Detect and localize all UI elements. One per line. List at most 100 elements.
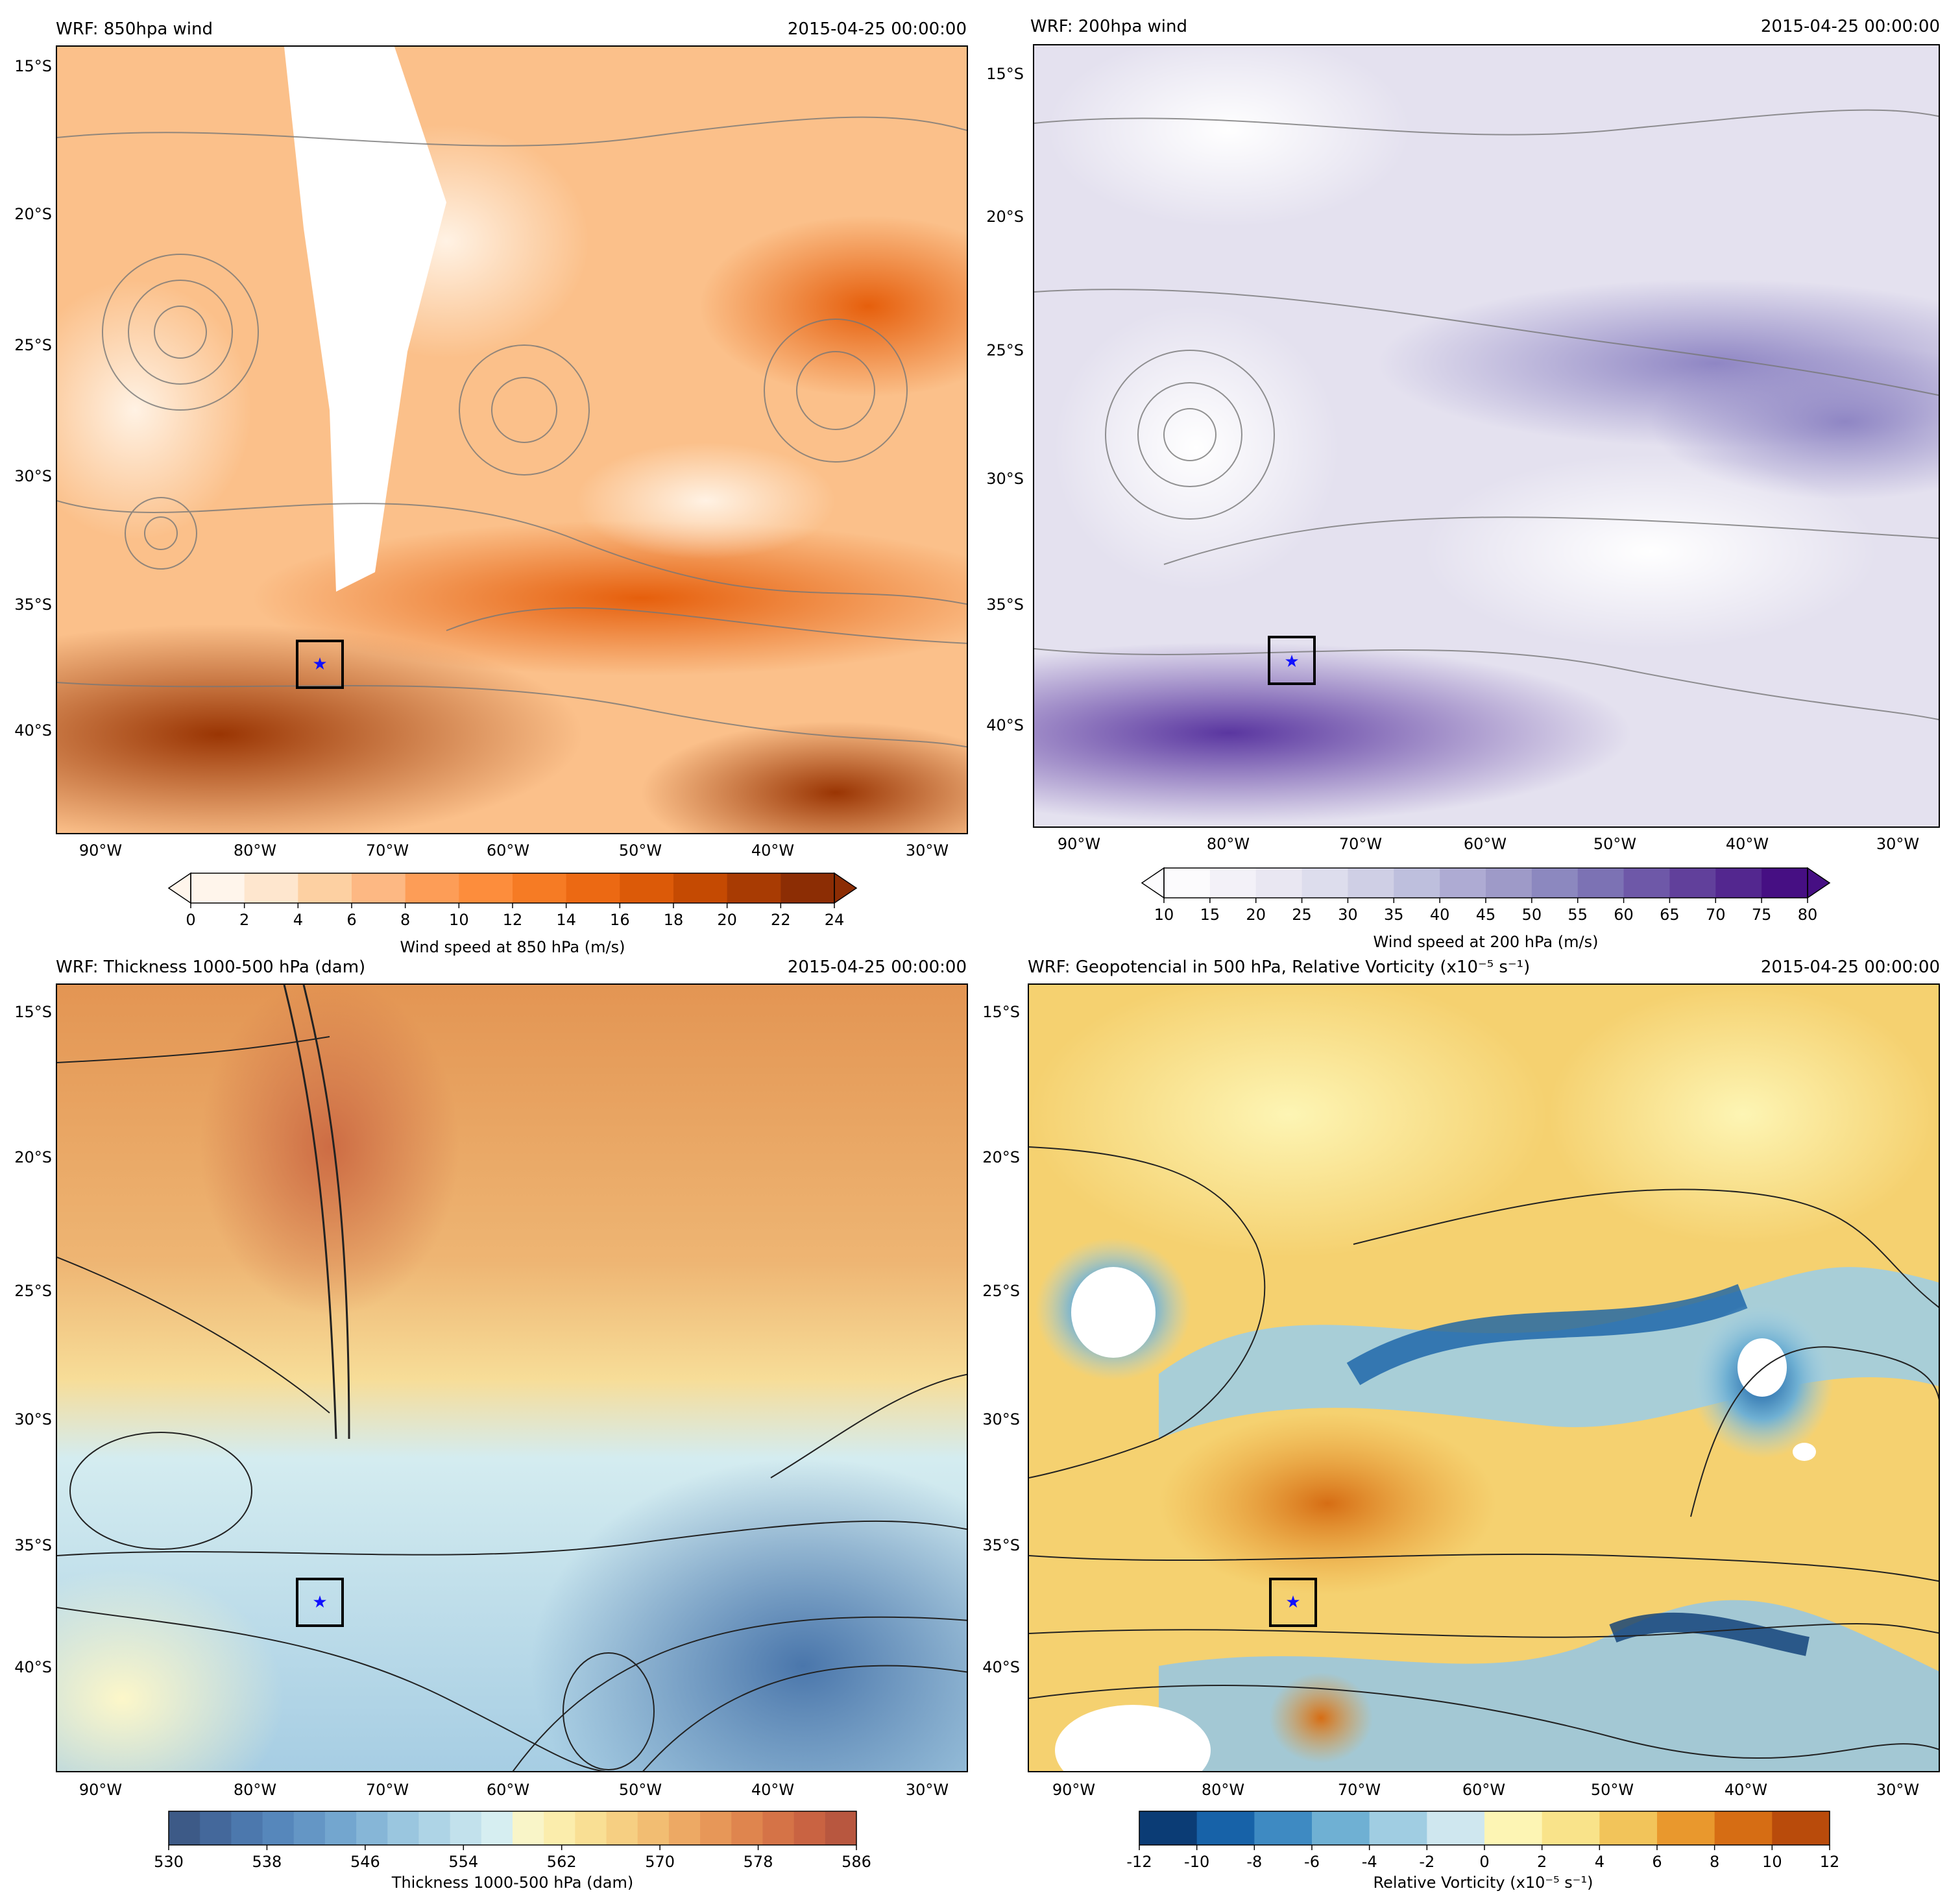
colorbar-tick-label: 8 <box>1710 1853 1720 1871</box>
map-vorticity[interactable]: ★ <box>1028 983 1940 1772</box>
colorbar-swatch <box>781 873 835 903</box>
colorbar-tick-label: 70 <box>1706 906 1726 924</box>
colorbar-tick-label: 578 <box>743 1853 773 1871</box>
colorbar-label: Wind speed at 200 hPa (m/s) <box>1373 933 1599 951</box>
lon-label: 70°W <box>1337 1781 1381 1799</box>
colorbar-tick-label: 530 <box>154 1853 184 1871</box>
colorbar-swatch <box>324 1811 357 1845</box>
lon-label: 30°W <box>1876 1781 1920 1799</box>
panel-title: WRF: 200hpa wind <box>1030 17 1188 36</box>
panel-title: WRF: Thickness 1000-500 hPa (dam) <box>56 958 366 977</box>
panel-date: 2015-04-25 00:00:00 <box>787 958 967 977</box>
colorbar-tick-label: -6 <box>1304 1853 1320 1871</box>
map-vorticity-fill: ★ <box>1029 985 1939 1771</box>
lat-label: 15°S <box>982 1003 1020 1021</box>
svg-text:★: ★ <box>1284 652 1299 671</box>
colorbar-tick-label: 562 <box>546 1853 577 1871</box>
colorbar-extend-low <box>1141 867 1165 899</box>
lat-label: 15°S <box>14 1003 52 1021</box>
colorbar-swatch <box>727 873 781 903</box>
map-thickness-fill: ★ <box>57 985 967 1771</box>
colorbar-tick-label: 65 <box>1660 906 1680 924</box>
colorbar-swatch <box>200 1811 232 1845</box>
map-200hpa[interactable]: ★ <box>1033 44 1940 828</box>
colorbar-850hpa: 0 2 4 6 8 10 12 14 16 18 20 22 24 <box>167 872 858 929</box>
panel-title: WRF: Geopotencial in 500 hPa, Relative V… <box>1028 958 1531 977</box>
colorbar-tick-label: 55 <box>1568 906 1588 924</box>
colorbar-swatch <box>352 873 406 903</box>
colorbar-swatch <box>1312 1811 1370 1845</box>
colorbar-swatch <box>1164 868 1211 898</box>
lat-label: 25°S <box>982 1282 1020 1300</box>
lon-label: 50°W <box>1593 835 1637 853</box>
colorbar-swatch <box>1254 1811 1313 1845</box>
colorbar-swatches <box>1141 867 1831 903</box>
colorbar-swatch <box>418 1811 451 1845</box>
lon-label: 60°W <box>1462 1781 1506 1799</box>
colorbar-swatch <box>387 1811 419 1845</box>
colorbar-tick-label: 0 <box>1479 1853 1490 1871</box>
colorbar-tick-label: 6 <box>1652 1853 1662 1871</box>
colorbar-swatch <box>1394 868 1440 898</box>
colorbar-swatch <box>513 1811 544 1845</box>
lon-label: 50°W <box>1590 1781 1634 1799</box>
lat-label: 40°S <box>14 1658 52 1676</box>
lat-label: 40°S <box>986 716 1024 734</box>
colorbar-tick-label: 6 <box>346 911 357 929</box>
lat-label: 30°S <box>14 467 52 485</box>
colorbar-swatch <box>356 1811 388 1845</box>
colorbar-tick-label: 554 <box>448 1853 479 1871</box>
colorbar-tick-label: -2 <box>1419 1853 1435 1871</box>
colorbar-tick-label: 10 <box>449 911 469 929</box>
lat-label: 30°S <box>986 470 1024 488</box>
colorbar-tick-label: -12 <box>1126 1853 1152 1871</box>
lat-label: 35°S <box>14 596 52 614</box>
colorbar-swatch <box>1209 868 1257 898</box>
colorbar-tick-label: 2 <box>1537 1853 1547 1871</box>
colorbar-tick-label: -10 <box>1184 1853 1210 1871</box>
colorbar-swatch <box>606 1811 638 1845</box>
colorbar-label: Thickness 1000-500 hPa (dam) <box>391 1874 634 1892</box>
colorbar-swatch <box>575 1811 607 1845</box>
colorbar-swatch <box>231 1811 263 1845</box>
lat-label: 35°S <box>14 1536 52 1554</box>
lon-label: 40°W <box>751 841 795 860</box>
panel-date: 2015-04-25 00:00:00 <box>787 19 967 39</box>
colorbar-swatch <box>668 1811 701 1845</box>
panel-date: 2015-04-25 00:00:00 <box>1760 17 1940 36</box>
colorbar-tick-label: 15 <box>1200 906 1220 924</box>
colorbar-tick-label: -8 <box>1246 1853 1263 1871</box>
lat-label: 20°S <box>14 1148 52 1166</box>
colorbar-swatch <box>731 1811 763 1845</box>
colorbar-tick-label: 22 <box>771 911 791 929</box>
colorbar-swatch <box>513 873 567 903</box>
colorbar-tick-label: 586 <box>841 1853 871 1871</box>
lat-label: 25°S <box>986 341 1024 359</box>
lon-label: 90°W <box>1057 835 1101 853</box>
colorbar-swatch <box>762 1811 795 1845</box>
colorbar-swatch <box>459 873 513 903</box>
colorbar-tick-label: 8 <box>400 911 411 929</box>
lon-label: 90°W <box>1052 1781 1096 1799</box>
map-thickness[interactable]: ★ <box>56 983 968 1772</box>
colorbar-label: Relative Vorticity (x10⁻⁵ s⁻¹) <box>1373 1874 1593 1892</box>
lon-label: 70°W <box>365 841 409 860</box>
colorbar-swatch <box>1531 868 1579 898</box>
colorbar-tick-label: 40 <box>1429 906 1450 924</box>
colorbar-swatch <box>1761 868 1808 898</box>
lon-label: 60°W <box>486 1781 530 1799</box>
colorbar-tick-label: 4 <box>1594 1853 1604 1871</box>
colorbar-swatch <box>1657 1811 1715 1845</box>
lon-label: 40°W <box>1724 1781 1768 1799</box>
lat-label: 25°S <box>14 1282 52 1300</box>
lon-label: 80°W <box>233 1781 277 1799</box>
lat-label: 30°S <box>14 1410 52 1428</box>
map-850hpa[interactable]: ★ <box>56 45 968 834</box>
lon-label: 40°W <box>751 1781 795 1799</box>
colorbar-swatch <box>191 873 245 903</box>
lon-label: 80°W <box>233 841 277 860</box>
lat-label: 20°S <box>14 205 52 223</box>
colorbar-tick-label: 4 <box>293 911 303 929</box>
colorbar-tick-label: 30 <box>1338 906 1358 924</box>
colorbar-swatch <box>544 1811 575 1845</box>
